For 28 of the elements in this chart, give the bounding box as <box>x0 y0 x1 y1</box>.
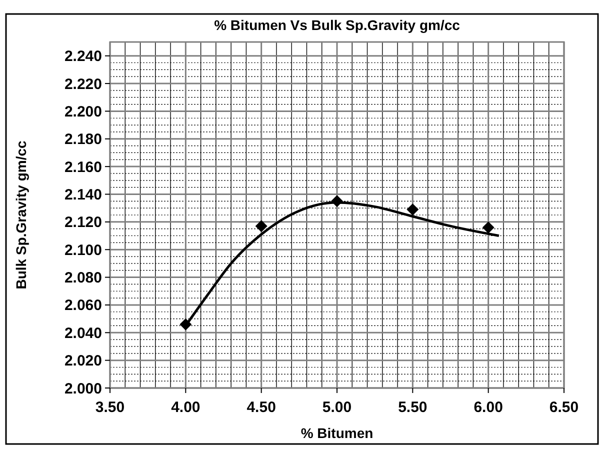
point <box>180 318 192 330</box>
point <box>331 195 343 208</box>
x-tick-label: 6.50 <box>549 399 579 416</box>
y-tick-label: 2.120 <box>64 214 102 232</box>
chart-title: % Bitumen Vs Bulk Sp.Gravity gm/cc <box>214 17 460 33</box>
point <box>482 221 494 234</box>
y-tick-label: 2.000 <box>64 380 102 398</box>
x-tick-label: 4.00 <box>171 399 200 416</box>
x-tick-label: 5.00 <box>322 399 352 416</box>
y-tick-label: 2.100 <box>64 242 102 259</box>
y-tick-label: 2.220 <box>64 76 102 93</box>
y-tick-label: 2.080 <box>64 270 102 287</box>
x-tick-label: 3.50 <box>95 399 125 416</box>
x-tick-label: 5.50 <box>398 399 428 416</box>
x-tick-label: 4.50 <box>246 399 276 416</box>
y-tick-label: 2.160 <box>64 158 102 176</box>
y-tick-label: 2.020 <box>64 352 102 370</box>
y-tick-label: 2.040 <box>64 324 102 342</box>
x-axis-title: % Bitumen <box>300 425 374 441</box>
y-tick-label: 2.060 <box>64 297 102 314</box>
point <box>406 203 419 216</box>
y-tick-label: 2.180 <box>64 131 102 148</box>
y-tick-label: 2.240 <box>64 48 102 66</box>
x-tick-label: 6.00 <box>474 399 503 416</box>
y-tick-label: 2.140 <box>64 186 102 204</box>
y-axis-title: Bulk Sp.Gravity gm/cc <box>13 140 29 290</box>
y-tick-label: 2.200 <box>64 103 102 120</box>
point <box>255 220 268 232</box>
